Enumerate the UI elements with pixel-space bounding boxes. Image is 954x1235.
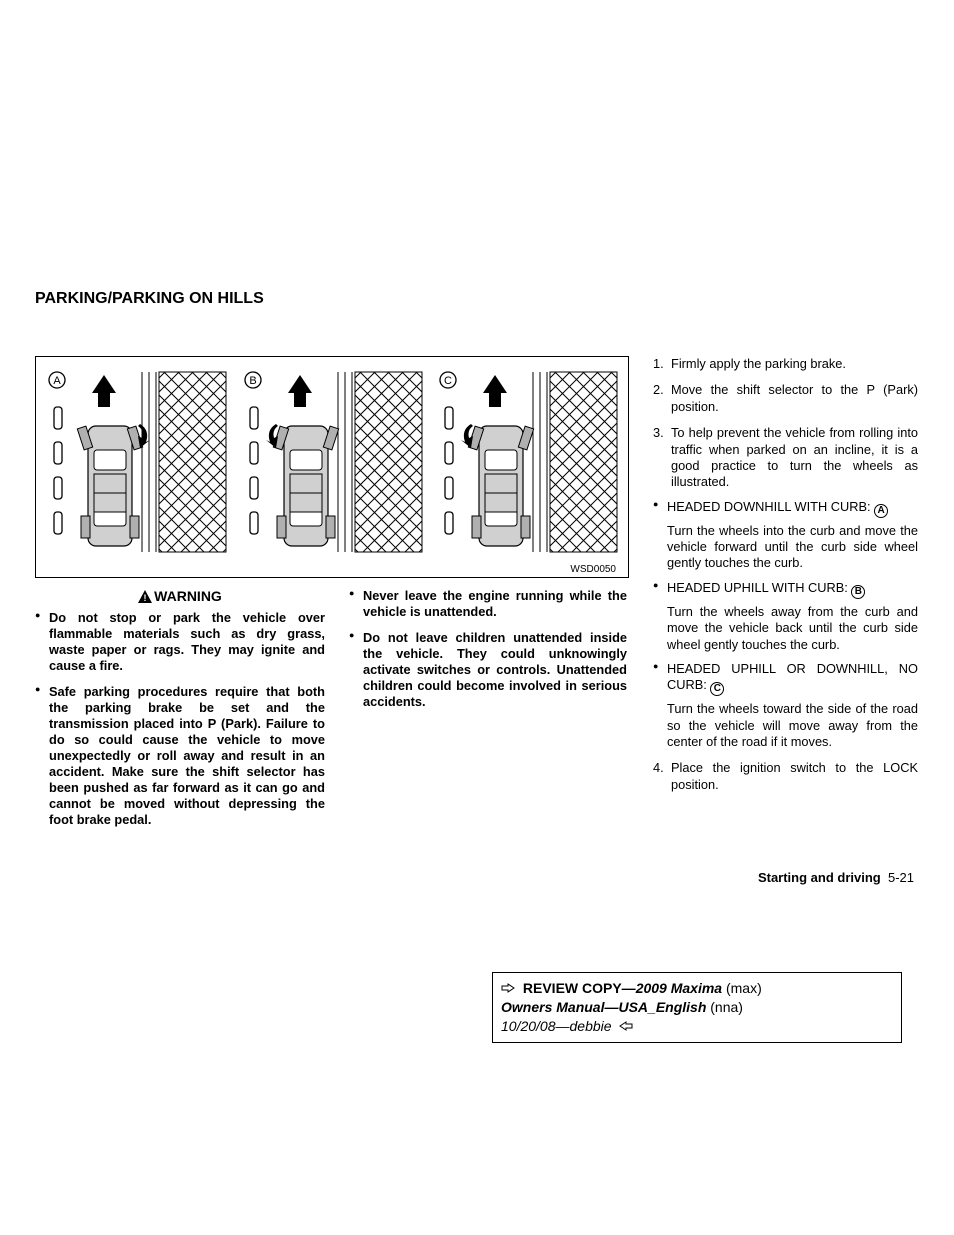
step-3: To help prevent the vehicle from rolling…: [653, 425, 918, 750]
page-footer: Starting and driving 5-21: [758, 870, 914, 885]
step-4: Place the ignition switch to the LOCK po…: [653, 760, 918, 793]
footer-page: 5-21: [888, 870, 914, 885]
sub-item-a: HEADED DOWNHILL WITH CURB: A Turn the wh…: [653, 499, 918, 572]
warning-list-mid: Never leave the engine running while the…: [349, 588, 627, 710]
warning-item: Do not leave children unattended inside …: [349, 630, 627, 710]
warning-item: Do not stop or park the vehicle over fla…: [35, 610, 325, 674]
sub-item-c: HEADED UPHILL OR DOWNHILL, NO CURB: C Tu…: [653, 661, 918, 751]
figure-code: WSD0050: [44, 562, 620, 575]
circled-a-icon: A: [874, 504, 888, 518]
step-1: Firmly apply the parking brake.: [653, 356, 918, 372]
content-row: A B C WSD0050 !WARNING Do not stop or pa…: [35, 356, 919, 838]
warning-item: Never leave the engine running while the…: [349, 588, 627, 620]
circled-b-icon: B: [851, 585, 865, 599]
svg-text:C: C: [444, 375, 452, 387]
svg-text:!: !: [144, 593, 147, 603]
step-2: Move the shift selector to the P (Park) …: [653, 382, 918, 415]
steps-column: Firmly apply the parking brake. Move the…: [653, 356, 918, 838]
panel-a: A: [44, 367, 229, 557]
panel-c: C: [435, 367, 620, 557]
sub-item-b: HEADED UPHILL WITH CURB: B Turn the whee…: [653, 580, 918, 653]
step-3-intro: To help prevent the vehicle from rolling…: [671, 425, 918, 489]
parking-figure: A B C WSD0050: [35, 356, 629, 578]
review-copy-box: REVIEW COPY—2009 Maxima (max) Owners Man…: [492, 972, 902, 1043]
circled-c-icon: C: [710, 682, 724, 696]
warning-header: !WARNING: [35, 588, 325, 604]
panel-b: B: [240, 367, 425, 557]
svg-text:B: B: [249, 375, 256, 387]
warning-triangle-icon: !: [138, 590, 152, 603]
hand-left-icon: [615, 1020, 633, 1032]
svg-text:A: A: [53, 375, 61, 387]
hand-right-icon: [501, 982, 519, 994]
warning-list-left: Do not stop or park the vehicle over fla…: [35, 610, 325, 828]
warning-item: Safe parking procedures require that bot…: [35, 684, 325, 828]
footer-section: Starting and driving: [758, 870, 881, 885]
section-title: PARKING/PARKING ON HILLS: [35, 290, 919, 308]
